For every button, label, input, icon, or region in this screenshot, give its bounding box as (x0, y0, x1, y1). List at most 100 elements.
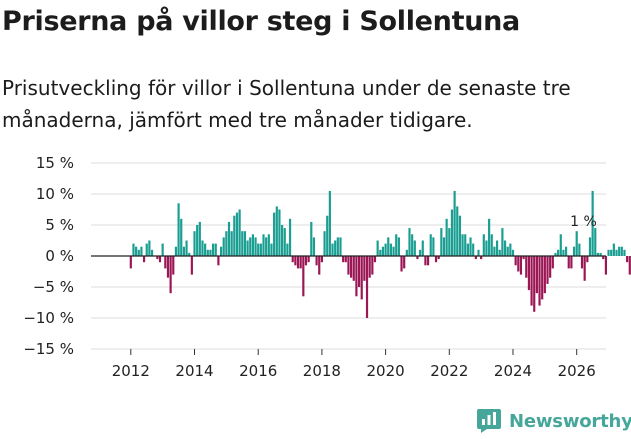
bar (506, 246, 509, 256)
bar (342, 256, 345, 263)
bar (307, 256, 310, 263)
bar (442, 237, 446, 256)
bar (174, 246, 178, 256)
bar (379, 249, 382, 256)
bar (501, 228, 504, 256)
bar (381, 246, 385, 256)
x-tick-label: 2016 (239, 362, 277, 380)
bar (262, 234, 265, 256)
bar (161, 243, 164, 256)
bar (180, 218, 183, 256)
bar (424, 256, 427, 266)
bar (432, 237, 435, 256)
bar (182, 246, 185, 256)
bar (246, 240, 249, 256)
bar (562, 249, 565, 256)
bar (352, 256, 355, 281)
bar (350, 256, 353, 278)
bar (604, 256, 607, 275)
bar (564, 246, 568, 256)
latest-value-label: 1 % (570, 214, 597, 230)
bar (533, 256, 536, 312)
bar (360, 256, 363, 300)
bar (466, 243, 469, 256)
bar (204, 243, 207, 256)
bar (490, 234, 493, 256)
x-axis-ticks (130, 349, 578, 355)
brand-name: Newsworthy (509, 410, 631, 432)
bar (323, 231, 326, 256)
bar (296, 256, 300, 269)
bar (458, 215, 462, 256)
bar (456, 206, 459, 256)
bar (559, 234, 562, 256)
bar (270, 243, 273, 256)
y-tick-label: 15 % (36, 154, 74, 172)
bar (464, 234, 467, 256)
bar (326, 215, 329, 256)
bar (543, 256, 546, 294)
bar (498, 249, 501, 256)
bar (318, 256, 321, 275)
bar (376, 240, 379, 256)
bar (389, 243, 392, 256)
bar (233, 215, 236, 256)
bar (217, 256, 220, 266)
y-tick-label: 5 % (45, 216, 74, 234)
bar (403, 256, 406, 269)
bar (259, 243, 262, 256)
bar (588, 237, 592, 256)
bar (150, 249, 154, 256)
bar (557, 249, 560, 256)
bar (148, 240, 151, 256)
bar (554, 252, 557, 256)
y-tick-label: −10 % (23, 309, 74, 327)
bar (530, 256, 533, 306)
bar (249, 237, 252, 256)
bar (206, 249, 209, 256)
bar (339, 237, 342, 256)
bar (373, 256, 377, 263)
bar (461, 234, 464, 256)
bar (214, 243, 217, 256)
y-tick-label: 0 % (45, 247, 74, 265)
bar (472, 243, 475, 256)
bar (310, 221, 313, 256)
bar (212, 243, 215, 256)
bar (190, 256, 193, 275)
bar (328, 190, 331, 256)
bar (628, 256, 631, 275)
bar (129, 256, 132, 269)
bar (357, 256, 361, 287)
bar (283, 228, 286, 256)
bar (166, 256, 170, 278)
x-axis-labels: 2012 2014 2016 2018 2020 2022 2024 2026 (112, 362, 596, 380)
bar (445, 218, 448, 256)
bar (572, 246, 576, 256)
bar (363, 256, 366, 281)
bar (615, 249, 618, 256)
bar (193, 231, 196, 256)
bar (288, 218, 292, 256)
newsworthy-logo: Newsworthy (476, 405, 631, 437)
bars (129, 190, 631, 318)
chart-title: Priserna på villor steg i Sollentuna (2, 6, 520, 37)
bar (397, 237, 400, 256)
bar (145, 243, 148, 256)
bar (137, 249, 140, 256)
bar (474, 256, 477, 260)
bar (177, 203, 180, 256)
bar (198, 221, 201, 256)
bar (419, 249, 422, 256)
bar (426, 256, 430, 266)
bar (626, 256, 629, 263)
bar (209, 249, 212, 256)
bar (334, 240, 337, 256)
bar (580, 256, 584, 269)
bar (267, 234, 270, 256)
bar (546, 256, 549, 284)
bar (387, 237, 390, 256)
bar (164, 256, 167, 269)
bar (251, 234, 254, 256)
bar (421, 240, 424, 256)
